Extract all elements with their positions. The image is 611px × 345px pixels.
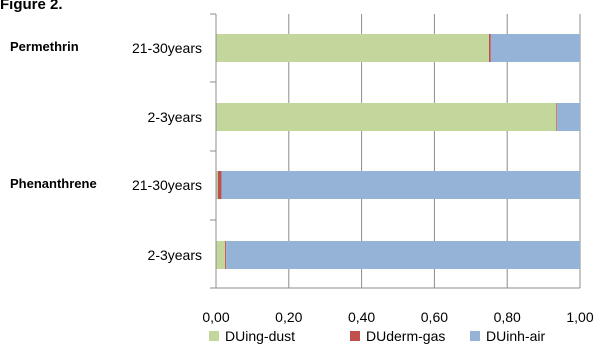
bar-segment bbox=[221, 171, 580, 199]
bar-segment bbox=[216, 34, 489, 62]
legend-swatch bbox=[209, 331, 219, 341]
bar-segment bbox=[556, 103, 558, 131]
category-label: 2-3years bbox=[148, 247, 202, 263]
x-tick-label: 0,60 bbox=[421, 309, 448, 325]
legend-item: DUinh-air bbox=[470, 328, 545, 344]
category-labels: 21-30years 2-3years 21-30years 2-3years Perm… bbox=[10, 39, 202, 263]
bars bbox=[216, 34, 580, 269]
legend-swatch bbox=[470, 331, 480, 341]
bar-segment bbox=[216, 241, 226, 269]
legend-swatch bbox=[350, 331, 360, 341]
category-label: 2-3years bbox=[148, 109, 202, 125]
group-label: Phenanthrene bbox=[10, 176, 97, 191]
legend-item: DUing-dust bbox=[209, 328, 295, 344]
x-tick-label: 0,80 bbox=[494, 309, 521, 325]
x-tick-label: 0,20 bbox=[275, 309, 302, 325]
x-tick-labels: 0,00 0,20 0,40 0,60 0,80 1,00 bbox=[202, 309, 593, 325]
legend-label: DUderm-gas bbox=[366, 328, 445, 344]
x-tick-label: 0,00 bbox=[202, 309, 229, 325]
bar-segment bbox=[225, 241, 227, 269]
category-label: 21-30years bbox=[132, 40, 202, 56]
bar-segment bbox=[216, 171, 218, 199]
legend-item: DUderm-gas bbox=[350, 328, 445, 344]
legend: DUing-dust DUderm-gas DUinh-air bbox=[209, 328, 545, 344]
bar-segment bbox=[490, 34, 580, 62]
group-label: Permethrin bbox=[10, 39, 79, 54]
bar-segment bbox=[216, 103, 557, 131]
x-tick-label: 0,40 bbox=[348, 309, 375, 325]
legend-label: DUinh-air bbox=[486, 328, 545, 344]
legend-label: DUing-dust bbox=[225, 328, 295, 344]
x-tick-label: 1,00 bbox=[566, 309, 593, 325]
figure-label: Figure 2. bbox=[0, 0, 63, 13]
bar-segment bbox=[226, 241, 580, 269]
bar-segment bbox=[217, 171, 222, 199]
category-label: 21-30years bbox=[132, 177, 202, 193]
bar-segment bbox=[557, 103, 580, 131]
axes bbox=[210, 13, 580, 289]
bar-segment bbox=[489, 34, 491, 62]
